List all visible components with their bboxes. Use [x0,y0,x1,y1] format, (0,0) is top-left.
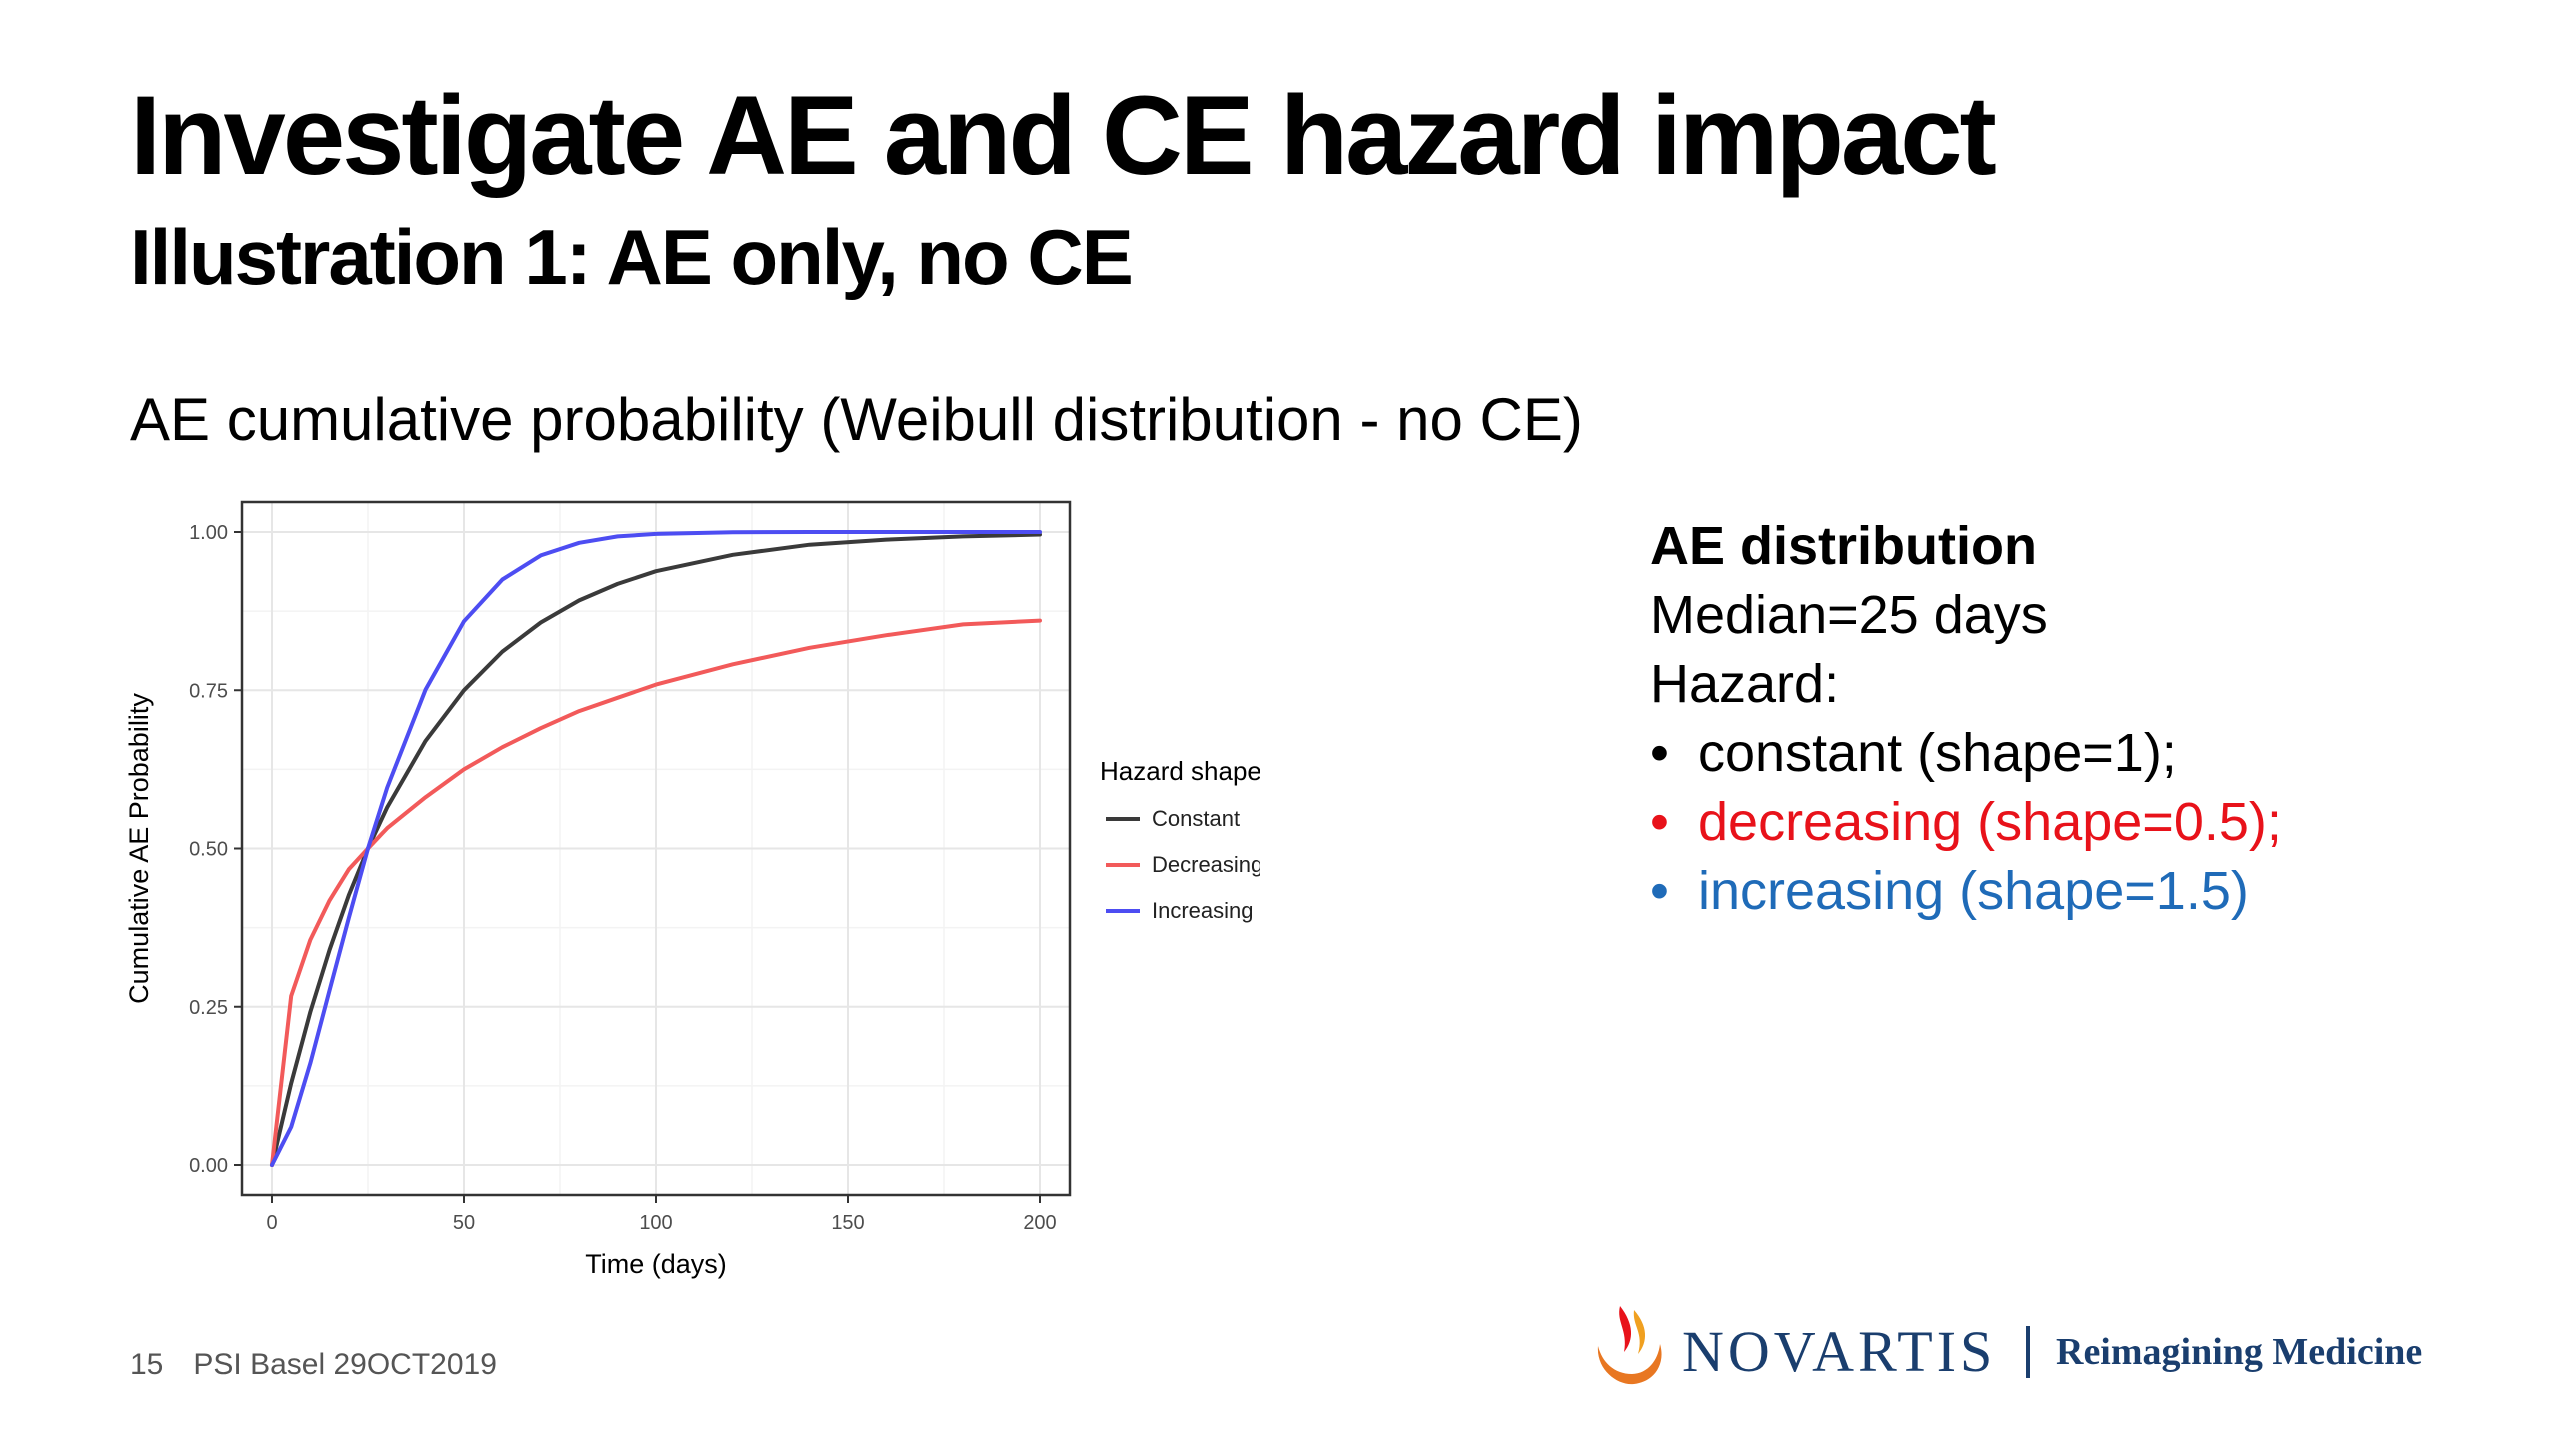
hazard-bullet-increasing: • increasing (shape=1.5) [1650,857,2282,926]
x-tick-label: 0 [266,1212,277,1234]
series-line-constant [270,532,1042,1167]
bullet-text: increasing (shape=1.5) [1698,861,2249,921]
x-tick-label: 150 [831,1212,864,1234]
chart-section-title: AE cumulative probability (Weibull distr… [130,386,1583,453]
novartis-logo: NOVARTIS Reimagining Medicine [1580,1300,2480,1390]
hazard-label: Hazard: [1650,654,1840,714]
ae-distribution-heading: AE distribution [1650,516,2037,576]
y-tick-label: 0.25 [189,997,228,1019]
bullet-icon: • [1650,861,1669,921]
series-line-increasing [270,530,1042,1167]
x-tick-label: 200 [1023,1212,1056,1234]
slide-subtitle: Illustration 1: AE only, no CE [130,213,1134,301]
x-tick-label: 100 [639,1212,672,1234]
legend-title: Hazard shape [1100,756,1260,786]
y-axis-title: Cumulative AE Probability [124,693,154,1004]
hazard-bullet-constant: • constant (shape=1); [1650,719,2282,788]
y-tick-label: 0.50 [189,839,228,861]
slide-title: Investigate AE and CE hazard impact [130,73,1997,198]
median-text: Median=25 days [1650,585,2048,645]
y-tick-label: 0.00 [189,1155,228,1177]
bullet-text: decreasing (shape=0.5); [1698,792,2282,852]
event-label: PSI Basel 29OCT2019 [193,1348,497,1381]
page-number: 15 [130,1348,164,1381]
legend-label-decreasing: Decreasing [1152,852,1260,877]
hazard-bullet-decreasing: • decreasing (shape=0.5); [1650,788,2282,857]
novartis-wordmark: NOVARTIS [1682,1319,1997,1384]
ae-distribution-panel: AE distribution Median=25 days Hazard: •… [1650,512,2282,926]
bullet-text: constant (shape=1); [1698,723,2177,783]
legend-label-constant: Constant [1152,806,1240,831]
cumulative-probability-chart: 0 50 100 150 200 0.00 0.25 0.50 0.75 1.00 Time (da… [124,500,1260,1279]
y-tick-label: 1.00 [189,522,228,544]
bullet-icon: • [1650,792,1669,852]
slide-footer: 15 PSI Basel 29OCT2019 [130,1348,497,1382]
x-tick-label: 50 [453,1212,475,1234]
x-axis-title: Time (days) [585,1249,727,1279]
legend-label-increasing: Increasing [1152,898,1254,923]
bullet-icon: • [1650,723,1669,783]
logo-divider [2026,1326,2030,1378]
series-line-decreasing [270,618,1042,1167]
y-tick-label: 0.75 [189,680,228,702]
logo-tagline: Reimagining Medicine [2056,1331,2423,1373]
novartis-flame-icon [1597,1306,1662,1385]
